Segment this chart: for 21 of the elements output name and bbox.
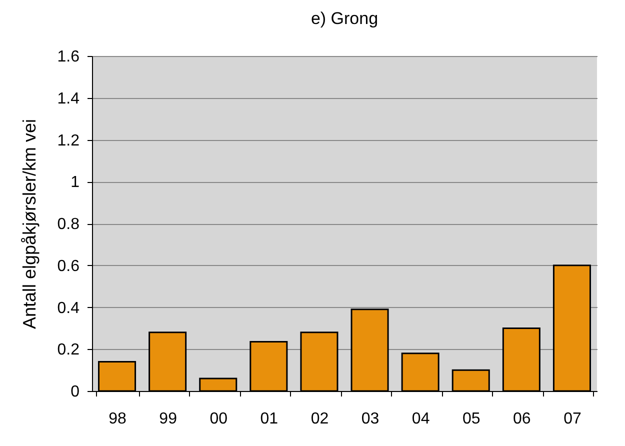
x-tick-label: 06 (513, 410, 531, 428)
y-tick-label: 1.4 (57, 90, 80, 108)
x-tick-label: 07 (564, 410, 582, 428)
x-tick-label: 05 (462, 410, 480, 428)
y-tick-label: 0.2 (57, 342, 80, 359)
chart-title: e) Grong (310, 9, 378, 28)
y-tick-label: 1.2 (57, 132, 80, 150)
y-tick-label: 0 (70, 384, 80, 400)
y-axis-title: Antall elgpåkjørsler/km vei (19, 118, 40, 330)
x-tick-label: 98 (108, 410, 127, 428)
x-tick-label: 03 (361, 410, 380, 428)
y-tick-label: 1.6 (57, 48, 80, 66)
y-tick-label: 0.8 (57, 216, 80, 233)
x-tick-label: 02 (310, 410, 329, 428)
x-tick-label: 01 (260, 410, 278, 428)
x-tick-label: 04 (412, 410, 430, 428)
x-tick-label: 00 (210, 410, 228, 428)
y-tick-label: 0.6 (57, 258, 80, 275)
y-tick-label: 0.4 (57, 300, 80, 317)
y-tick-label: 1 (70, 174, 80, 192)
x-tick-label: 99 (159, 410, 178, 428)
